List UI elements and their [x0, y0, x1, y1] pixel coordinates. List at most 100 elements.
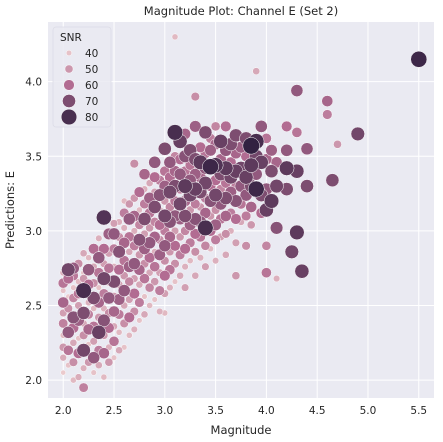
scatter-point: [149, 171, 161, 183]
scatter-point: [166, 124, 184, 141]
scatter-point: [175, 232, 185, 242]
scatter-point: [157, 141, 172, 156]
scatter-point: [132, 233, 147, 247]
legend-marker: [62, 94, 76, 108]
scatter-point: [178, 209, 192, 223]
scatter-point: [261, 240, 272, 251]
scatter-point: [166, 284, 174, 292]
x-tick-label: 5.0: [360, 405, 377, 417]
scatter-point: [57, 296, 70, 309]
scatter-point: [127, 257, 141, 271]
scatter-point: [204, 144, 217, 157]
scatter-point: [137, 212, 152, 226]
scatter-point: [230, 213, 242, 225]
scatter-point: [58, 318, 69, 329]
scatter-point: [179, 243, 191, 255]
scatter-point: [290, 84, 304, 97]
scatter-point: [208, 187, 223, 203]
scatter-point: [191, 271, 200, 280]
scatter-point: [112, 245, 126, 259]
scatter-point: [140, 310, 149, 319]
scatter-point: [85, 254, 92, 262]
scatter-point: [110, 354, 118, 361]
scatter-point: [134, 297, 145, 308]
scatter-point: [125, 331, 133, 339]
scatter-point: [177, 178, 193, 194]
scatter-point: [96, 209, 112, 226]
scatter-point: [97, 313, 111, 328]
y-tick-label: 3.0: [25, 226, 42, 238]
scatter-point: [171, 33, 179, 41]
scatter-point: [130, 325, 138, 333]
scatter-point: [300, 179, 314, 193]
scatter-point: [173, 167, 187, 181]
scatter-point: [150, 277, 160, 286]
legend-label: 50: [85, 64, 98, 76]
scatter-point: [186, 257, 194, 265]
scatter-point: [189, 120, 202, 133]
scatter-point: [128, 288, 140, 300]
scatter-point: [190, 247, 200, 257]
scatter-point: [284, 244, 299, 259]
scatter-point: [122, 212, 136, 226]
scatter-point: [156, 307, 164, 316]
scatter-point: [158, 239, 172, 253]
x-tick-label: 2.0: [55, 405, 72, 417]
scatter-point: [151, 296, 158, 303]
scatter-point: [410, 50, 428, 68]
scatter-point: [69, 338, 78, 347]
scatter-point: [76, 343, 91, 358]
scatter-point: [68, 357, 78, 367]
scatter-point: [130, 227, 138, 235]
scatter-point: [125, 247, 134, 256]
scatter-point: [198, 125, 213, 140]
x-tick-label: 3.0: [156, 405, 173, 417]
scatter-point: [61, 325, 75, 339]
scatter-point: [123, 311, 135, 323]
scatter-point: [196, 254, 204, 262]
scatter-point: [108, 305, 120, 318]
legend-marker: [65, 49, 73, 57]
scatter-point: [325, 173, 340, 188]
y-tick-labels: 2.0 2.5 3.0 3.5 4.0: [25, 77, 42, 387]
scatter-point: [231, 238, 240, 247]
scatter-point: [60, 287, 67, 294]
scatter-point: [245, 201, 258, 213]
scatter-point: [92, 251, 106, 265]
scatter-point: [115, 346, 123, 355]
x-tick-label: 5.5: [410, 405, 427, 417]
scatter-point: [294, 263, 310, 279]
scatter-point: [149, 261, 161, 273]
scatter-point: [90, 369, 97, 376]
scatter-point: [210, 234, 221, 245]
scatter-point: [289, 224, 305, 241]
scatter-point: [263, 193, 280, 209]
scatter-point: [243, 157, 259, 173]
scatter-point: [261, 267, 272, 279]
scatter-point: [252, 67, 261, 76]
chart-title: Magnitude Plot: Channel E (Set 2): [144, 4, 338, 18]
x-tick-label: 3.5: [207, 405, 224, 417]
scatter-point: [62, 344, 74, 356]
scatter-point: [247, 180, 265, 198]
scatter-point: [104, 357, 114, 367]
scatter-point: [350, 126, 365, 142]
legend-marker: [63, 79, 75, 91]
scatter-point: [115, 328, 123, 336]
scatter-point: [146, 302, 153, 309]
scatter-point: [190, 92, 200, 102]
scatter-point: [102, 291, 116, 305]
plot-background: [48, 22, 434, 398]
scatter-point: [242, 137, 260, 155]
scatter-point: [221, 229, 231, 239]
scatter-point: [300, 142, 314, 156]
scatter-point: [159, 270, 171, 282]
scatter-points: [57, 33, 428, 393]
scatter-point: [241, 210, 252, 222]
y-axis-label: Predictions: E: [3, 171, 17, 249]
scatter-point: [79, 249, 88, 258]
scatter-point: [269, 178, 284, 194]
scatter-point: [95, 234, 103, 242]
scatter-point: [133, 186, 145, 198]
